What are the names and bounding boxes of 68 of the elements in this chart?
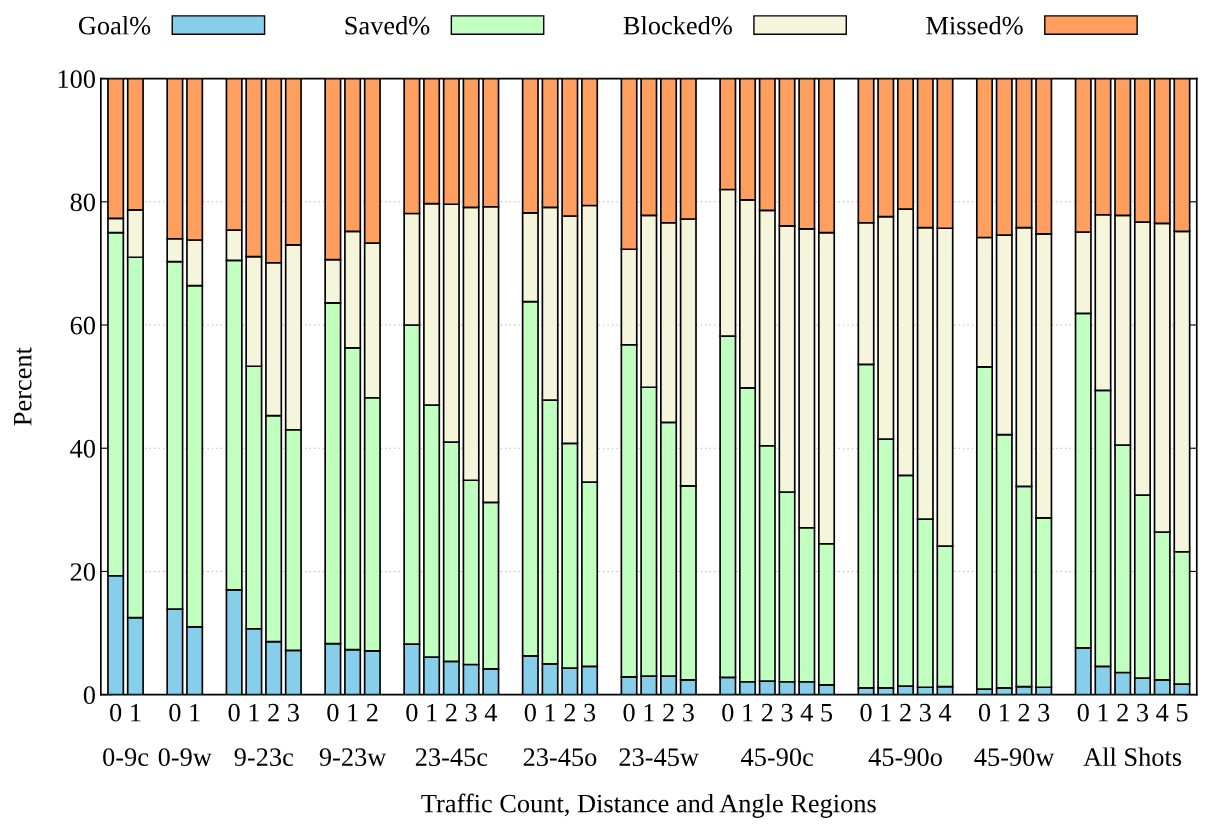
- x-tick-label: 0: [327, 703, 339, 722]
- x-tick-label: 1: [545, 703, 556, 722]
- text: 23-45c: [415, 748, 488, 767]
- x-tick-label: 0: [228, 703, 240, 722]
- x-tick-label: 3: [465, 703, 477, 722]
- x-tick-label: 1: [249, 703, 259, 722]
- x-tick-label: 3: [584, 703, 596, 722]
- x-tick-label: 1: [743, 703, 753, 722]
- y-tick-label: 60: [70, 316, 95, 335]
- x-tick-label: 2: [1117, 703, 1128, 722]
- y-tick-label: 80: [70, 193, 95, 212]
- x-tick-label: 3: [682, 703, 694, 722]
- x-tick-label: 3: [1038, 703, 1050, 722]
- x-tick-label: 1: [348, 703, 358, 722]
- x-tick-label: 0: [978, 703, 991, 722]
- x-axis-title: Traffic Count, Distance and Angle Regions: [421, 793, 876, 818]
- text: 9-23c: [234, 748, 293, 767]
- y-tick-label: 100: [58, 70, 95, 88]
- legend-label: Saved%: [345, 15, 430, 35]
- x-tick-label: 2: [663, 703, 674, 722]
- x-tick-label: 0: [722, 703, 734, 722]
- x-tick-label: 1: [644, 703, 654, 722]
- y-tick-label: 20: [70, 563, 95, 581]
- y-axis-title: Percent: [14, 347, 32, 426]
- text: 23-45w: [619, 748, 699, 767]
- legend-label: Missed%: [926, 15, 1023, 35]
- legend-label: Blocked%: [623, 15, 732, 35]
- x-tick-label: 2: [366, 703, 378, 722]
- x-tick-label: 0: [110, 703, 122, 722]
- x-tick-label: 2: [761, 703, 773, 722]
- x-tick-label: 2: [900, 703, 911, 722]
- text: 23-45o: [523, 748, 597, 767]
- legend-label: Goal%: [78, 15, 151, 35]
- x-tick-label: 0: [406, 703, 418, 722]
- x-tick-label: 2: [268, 703, 279, 722]
- y-tick-label: 40: [70, 439, 95, 458]
- x-tick-label: 4: [484, 703, 498, 722]
- x-tick-label: 2: [564, 703, 575, 722]
- x-tick-label: 5: [1176, 704, 1188, 722]
- y-tick-label: 0: [83, 686, 95, 705]
- x-tick-label: 1: [190, 703, 200, 722]
- text: 0-9c: [103, 748, 149, 767]
- x-tick-label: 5: [821, 704, 833, 722]
- x-tick-label: 3: [919, 703, 931, 722]
- text: 0-9w: [158, 748, 212, 767]
- x-tick-label: 2: [1018, 703, 1030, 722]
- x-tick-label: 0: [1077, 703, 1089, 722]
- x-tick-label: 4: [800, 703, 813, 722]
- x-tick-label: 0: [623, 703, 635, 722]
- x-tick-label: 2: [445, 703, 457, 722]
- x-tick-label: 1: [999, 703, 1010, 722]
- text: 45-90c: [741, 748, 813, 767]
- text: 45-90w: [974, 748, 1055, 767]
- x-tick-label: 1: [881, 703, 891, 722]
- text: All Shots: [1083, 747, 1182, 767]
- text: 9-23w: [319, 748, 387, 767]
- x-tick-label: 4: [938, 703, 952, 722]
- x-tick-label: 4: [1156, 703, 1169, 722]
- x-tick-label: 1: [1098, 703, 1108, 722]
- x-tick-label: 1: [131, 703, 141, 722]
- x-tick-label: 3: [781, 703, 793, 722]
- x-tick-label: 0: [524, 703, 536, 722]
- x-tick-label: 0: [860, 703, 872, 722]
- x-tick-label: 3: [1137, 703, 1149, 722]
- x-tick-label: 1: [427, 703, 437, 722]
- x-tick-label: 3: [288, 703, 299, 722]
- text: 45-90o: [868, 748, 942, 767]
- x-tick-label: 0: [169, 703, 181, 722]
